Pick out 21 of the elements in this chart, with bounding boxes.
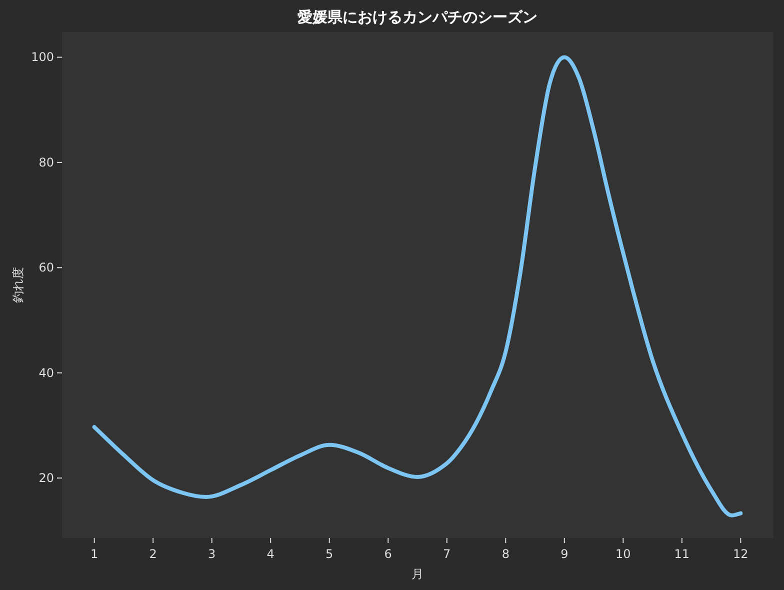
y-tick-label: 40 [38, 366, 54, 380]
x-tick-label: 9 [560, 547, 568, 561]
x-axis-title: 月 [412, 567, 424, 581]
x-tick-label: 12 [733, 547, 748, 561]
y-tick-label: 80 [38, 155, 54, 170]
y-tick-label: 100 [31, 50, 54, 64]
x-tick-label: 4 [266, 547, 274, 561]
y-axis-title: 釣れ度 [11, 267, 25, 303]
x-tick-label: 3 [208, 547, 216, 561]
y-tick-label: 60 [38, 260, 54, 275]
x-tick-label: 7 [443, 547, 451, 561]
x-tick-label: 1 [90, 547, 98, 561]
x-tick-label: 10 [616, 547, 631, 561]
y-tick-label: 20 [38, 471, 54, 486]
x-tick-label: 8 [502, 547, 510, 561]
chart-title: 愛媛県におけるカンパチのシーズン [298, 9, 538, 26]
line-series [92, 55, 743, 518]
x-tick-label: 11 [674, 547, 690, 561]
x-tick-label: 2 [149, 547, 157, 561]
x-tick-label: 6 [384, 547, 392, 561]
x-tick-label: 5 [326, 547, 334, 561]
